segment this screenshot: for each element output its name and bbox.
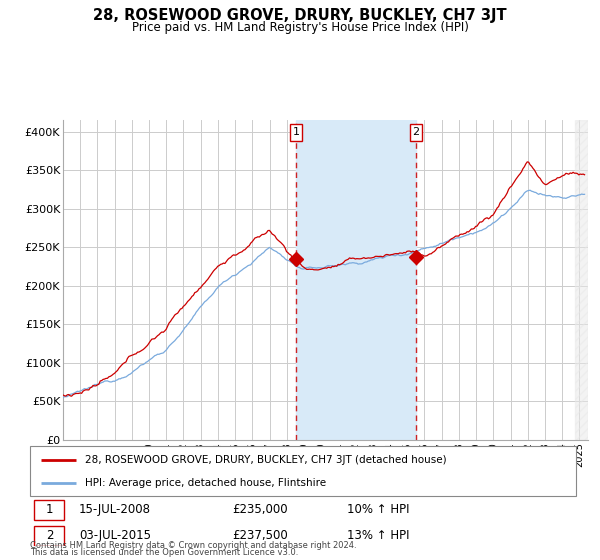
- Text: 10% ↑ HPI: 10% ↑ HPI: [347, 503, 409, 516]
- Text: 2: 2: [412, 127, 419, 137]
- Text: Price paid vs. HM Land Registry's House Price Index (HPI): Price paid vs. HM Land Registry's House …: [131, 21, 469, 34]
- Text: 28, ROSEWOOD GROVE, DRURY, BUCKLEY, CH7 3JT (detached house): 28, ROSEWOOD GROVE, DRURY, BUCKLEY, CH7 …: [85, 455, 446, 465]
- Text: This data is licensed under the Open Government Licence v3.0.: This data is licensed under the Open Gov…: [30, 548, 298, 557]
- FancyBboxPatch shape: [34, 500, 64, 520]
- FancyBboxPatch shape: [290, 124, 302, 141]
- FancyBboxPatch shape: [410, 124, 422, 141]
- Text: 28, ROSEWOOD GROVE, DRURY, BUCKLEY, CH7 3JT: 28, ROSEWOOD GROVE, DRURY, BUCKLEY, CH7 …: [93, 8, 507, 24]
- Text: Contains HM Land Registry data © Crown copyright and database right 2024.: Contains HM Land Registry data © Crown c…: [30, 541, 356, 550]
- Text: 03-JUL-2015: 03-JUL-2015: [79, 529, 151, 542]
- FancyBboxPatch shape: [30, 446, 576, 496]
- Text: 2: 2: [46, 529, 53, 542]
- Text: £235,000: £235,000: [232, 503, 287, 516]
- Text: 13% ↑ HPI: 13% ↑ HPI: [347, 529, 409, 542]
- Bar: [296, 120, 416, 440]
- FancyBboxPatch shape: [34, 525, 64, 545]
- Text: HPI: Average price, detached house, Flintshire: HPI: Average price, detached house, Flin…: [85, 478, 326, 488]
- Text: 1: 1: [46, 503, 53, 516]
- Text: 15-JUL-2008: 15-JUL-2008: [79, 503, 151, 516]
- Text: £237,500: £237,500: [232, 529, 288, 542]
- Text: 1: 1: [293, 127, 299, 137]
- Bar: [575, 120, 588, 440]
